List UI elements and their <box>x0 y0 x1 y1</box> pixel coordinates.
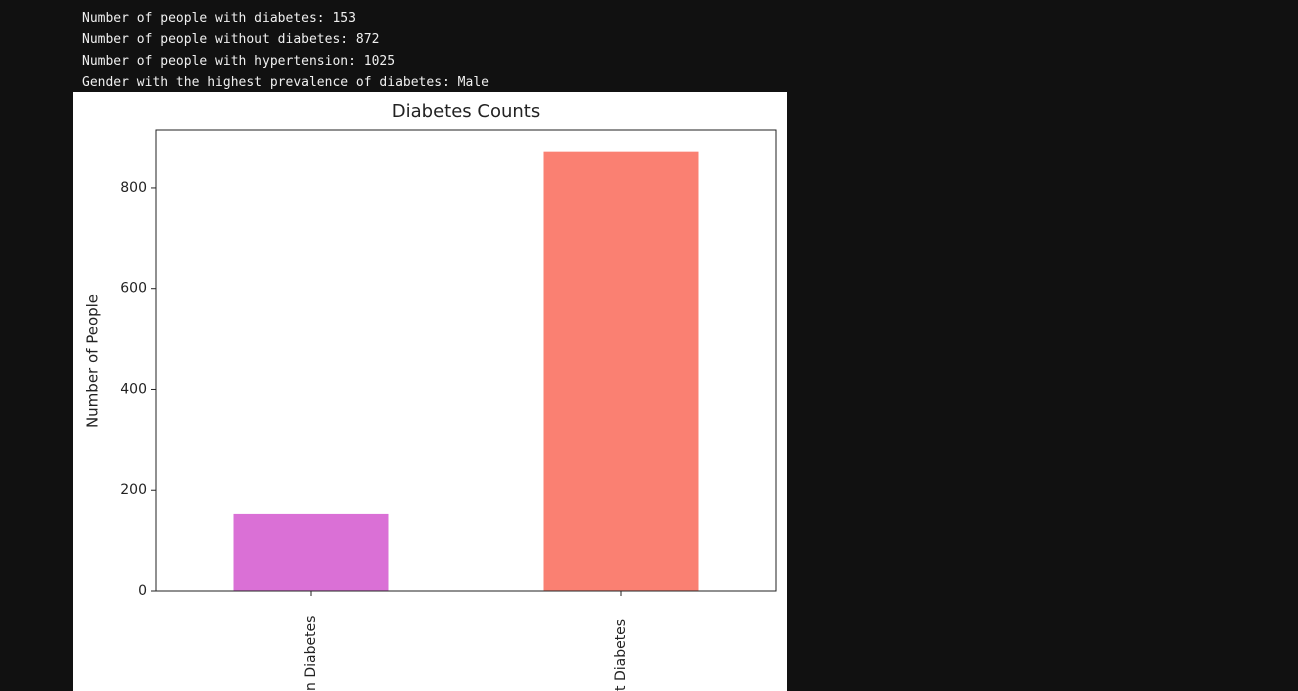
cell-output: Number of people with diabetes: 153 Numbe… <box>82 8 489 93</box>
y-tick-label: 800 <box>120 180 147 196</box>
output-line: Number of people without diabetes: 872 <box>82 32 380 48</box>
chart-title: Diabetes Counts <box>392 101 540 122</box>
y-axis-label: Number of People <box>84 294 102 428</box>
output-line: Number of people with hypertension: 1025 <box>82 53 396 69</box>
y-tick-label: 400 <box>120 381 147 397</box>
y-tick-label: 0 <box>138 583 147 599</box>
x-tick-label: n Diabetes <box>303 616 319 691</box>
bar <box>233 513 389 591</box>
chart: Diabetes Counts Number of People 0 200 400… <box>73 92 787 691</box>
output-line: Gender with the highest prevalence of di… <box>82 74 489 90</box>
y-tick-label: 200 <box>120 482 147 498</box>
plot-frame <box>155 129 777 592</box>
x-tick-label: t Diabetes <box>613 619 629 691</box>
output-line: Number of people with diabetes: 153 <box>82 11 356 26</box>
y-tick-label: 600 <box>120 281 147 297</box>
bar <box>543 151 699 591</box>
